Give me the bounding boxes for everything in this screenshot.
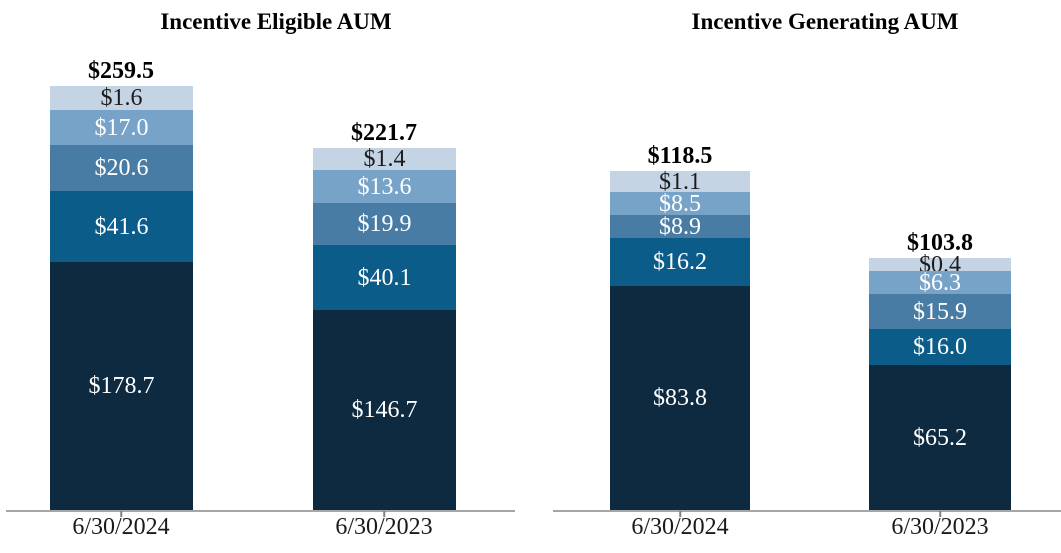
bar-total-label: $103.8 (907, 230, 973, 256)
segment-value-label: $8.9 (659, 213, 701, 240)
bar-segment: $83.8 (610, 286, 750, 510)
bar-total-label: $259.5 (88, 58, 154, 84)
segment-value-label: $41.6 (94, 213, 149, 240)
axis-tick (939, 511, 941, 517)
axis-tick (679, 511, 681, 517)
axis-tick (383, 511, 385, 517)
segment-value-label: $20.6 (94, 155, 149, 181)
bar-segment: $16.0 (869, 329, 1011, 365)
bar-segment: $8.9 (610, 213, 750, 240)
bar-segment: $8.5 (610, 190, 750, 217)
bar-segment: $1.4 (313, 146, 456, 172)
segment-value-label: $1.1 (659, 168, 701, 195)
x-axis-line (553, 510, 1061, 512)
bar-segment: $40.1 (313, 245, 456, 310)
category-label: 6/30/2023 (891, 514, 989, 540)
segment-value-label: $15.9 (913, 298, 967, 325)
segment-value-label: $146.7 (351, 397, 418, 423)
category-label: 6/30/2024 (72, 514, 170, 540)
bar-segment: $41.6 (50, 191, 193, 262)
segment-value-label: $40.1 (357, 264, 412, 291)
segment-value-label: $65.2 (913, 424, 967, 451)
segment-value-label: $16.0 (913, 334, 967, 360)
bar-segment: $65.2 (869, 365, 1011, 510)
axis-tick (120, 511, 122, 517)
bar-segment: $16.2 (610, 238, 750, 286)
bar-segment: $1.1 (610, 168, 750, 195)
bar-segment: $15.9 (869, 294, 1011, 329)
segment-value-label: $13.6 (357, 173, 412, 200)
segment-value-label: $16.2 (653, 249, 707, 275)
bar-total-label: $221.7 (351, 120, 417, 146)
segment-value-label: $19.9 (357, 211, 412, 237)
bar-segment: $1.6 (50, 86, 193, 110)
segment-value-label: $1.4 (363, 146, 406, 172)
bar-segment: $20.6 (50, 145, 193, 191)
bar-segment: $6.3 (869, 269, 1011, 296)
segment-value-label: $6.3 (919, 269, 961, 296)
bar-segment: $17.0 (50, 110, 193, 145)
segment-value-label: $17.0 (94, 114, 149, 141)
chart-title: Incentive Eligible AUM (160, 9, 392, 34)
category-label: 6/30/2023 (335, 514, 433, 540)
segment-value-label: $1.6 (100, 85, 143, 111)
segment-value-label: $83.8 (653, 385, 707, 411)
segment-value-label: $178.7 (88, 373, 155, 399)
bar-segment: $19.9 (313, 203, 456, 245)
x-axis-line (6, 510, 515, 512)
bar-segment: $178.7 (50, 262, 193, 510)
bar-segment: $146.7 (313, 310, 456, 510)
segment-value-label: $8.5 (659, 190, 701, 217)
bar-total-label: $118.5 (647, 143, 713, 169)
chart-title: Incentive Generating AUM (691, 9, 959, 34)
category-label: 6/30/2024 (631, 514, 729, 540)
bar-segment: $13.6 (313, 170, 456, 203)
